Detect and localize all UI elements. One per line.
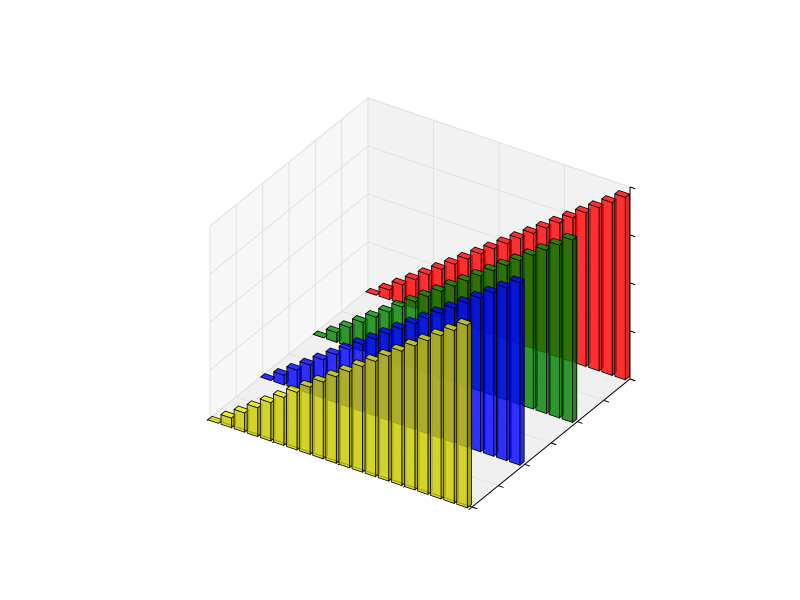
bar-front	[509, 278, 521, 466]
bar	[272, 368, 290, 386]
bar	[521, 248, 539, 410]
bar	[495, 280, 512, 462]
bar-front	[417, 336, 429, 496]
y-tick-mark	[498, 485, 504, 488]
bar-side	[572, 235, 578, 424]
bar	[391, 277, 408, 306]
bar-front	[286, 388, 298, 451]
x-tick-mark	[468, 506, 473, 510]
y-tick-mark	[577, 421, 583, 424]
grid-line	[209, 193, 369, 323]
bar-top	[561, 232, 578, 241]
y-tick-mark	[550, 442, 557, 446]
z-tick-mark	[629, 330, 636, 334]
bar-front	[259, 398, 272, 442]
bar-front	[312, 377, 324, 460]
z-tick-mark	[629, 378, 636, 382]
bar-top	[455, 317, 473, 326]
bar	[220, 410, 237, 429]
bar	[324, 369, 342, 465]
bar	[469, 290, 486, 453]
bar-front	[495, 283, 508, 462]
grid-line	[209, 289, 369, 419]
bar	[613, 189, 631, 381]
bar-side	[466, 321, 472, 509]
bar-front	[364, 357, 377, 478]
bar	[403, 338, 420, 491]
bar	[574, 205, 592, 368]
z-tick-mark	[629, 234, 636, 238]
bar-front	[548, 241, 560, 419]
grid-line	[209, 145, 369, 275]
bar	[416, 333, 434, 496]
grid-line	[209, 241, 369, 371]
bar	[377, 348, 394, 482]
bar-front	[246, 403, 259, 438]
bar-front	[325, 372, 337, 464]
bar-front	[351, 362, 363, 473]
bar	[508, 275, 526, 467]
y-axis-line	[471, 378, 631, 508]
bar	[233, 405, 250, 434]
bar	[548, 237, 565, 419]
bar	[390, 343, 407, 487]
bar	[482, 285, 499, 458]
bar-front	[272, 393, 285, 447]
bar	[285, 384, 303, 451]
bar-top	[508, 275, 526, 284]
bar-front	[561, 235, 573, 424]
bar	[311, 374, 329, 460]
bar-top	[613, 189, 631, 198]
bar-front	[443, 326, 455, 504]
grid-line	[367, 97, 631, 188]
bar-front	[601, 198, 613, 376]
bar	[246, 400, 263, 438]
bar	[325, 325, 342, 344]
bar	[442, 323, 460, 505]
bar	[378, 282, 395, 301]
bar	[587, 200, 605, 372]
bar	[535, 242, 552, 415]
grid-line	[209, 97, 369, 227]
bar-front	[588, 203, 600, 372]
bar	[429, 328, 447, 500]
bar	[364, 354, 381, 478]
bar-side	[624, 193, 630, 381]
bar-front	[390, 347, 403, 487]
bar	[259, 395, 276, 442]
y-tick-mark	[603, 399, 610, 403]
y-tick-mark	[524, 463, 531, 467]
bar-front	[614, 193, 626, 381]
z-tick-mark	[629, 282, 636, 286]
bar-front	[430, 331, 442, 500]
bar-side	[519, 278, 525, 467]
bar	[561, 232, 578, 424]
bar	[298, 379, 316, 456]
bar-front	[456, 321, 468, 509]
bar	[272, 390, 289, 447]
bar	[600, 195, 618, 377]
bar	[351, 359, 368, 474]
bar	[338, 364, 355, 469]
bar-front	[338, 367, 350, 469]
bar	[455, 317, 473, 509]
bar-front	[299, 383, 311, 455]
bar-front	[403, 341, 416, 491]
bar-front	[377, 352, 390, 482]
z-tick-mark	[629, 186, 636, 190]
bar-front	[535, 246, 547, 415]
y-tick-mark	[471, 506, 478, 510]
bar	[338, 320, 355, 348]
bar-front	[482, 288, 495, 457]
